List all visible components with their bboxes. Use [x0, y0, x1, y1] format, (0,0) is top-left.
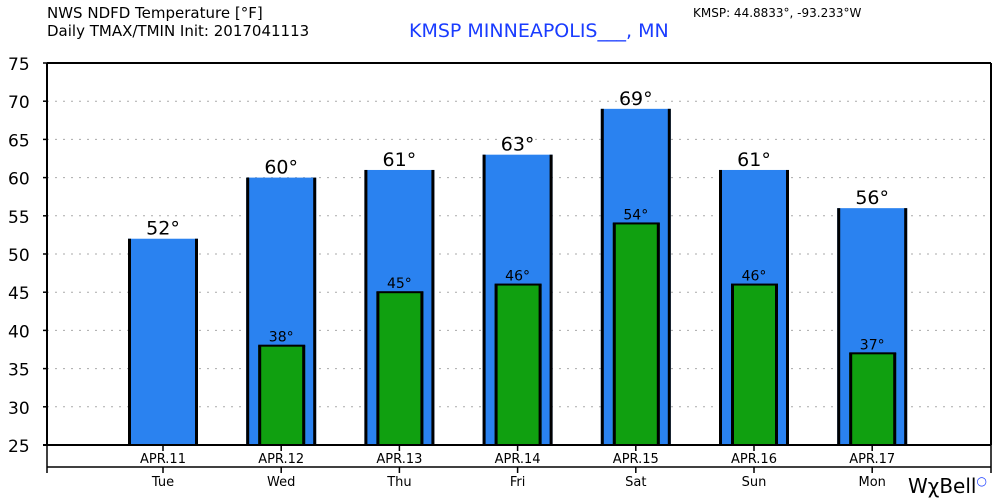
tmax-bar-edge [837, 208, 841, 445]
y-tick-label: 65 [8, 131, 30, 151]
tmax-bar-edge [364, 169, 368, 445]
wxbell-logo: WχBell○ [908, 474, 987, 498]
x-day-label: Sat [625, 475, 646, 490]
tmin-bar-edge [258, 345, 262, 445]
tmax-bar-edge [246, 177, 250, 445]
tmax-label: 63° [501, 134, 535, 156]
tmax-bar-edge [667, 108, 671, 445]
x-date-label: APR.17 [849, 452, 895, 467]
tmin-bar-top [376, 291, 424, 294]
tmin-bar [258, 345, 306, 445]
tmax-bar-edge [600, 108, 604, 445]
tmin-label: 37° [860, 337, 885, 353]
y-tick-label: 40 [8, 322, 30, 342]
x-day-label: Mon [858, 475, 885, 490]
x-date-label: APR.13 [376, 452, 422, 467]
station-name: KMSP MINNEAPOLIS___, MN [409, 20, 669, 42]
y-tick-label: 45 [8, 284, 30, 304]
tmax-bar-edge [313, 177, 317, 445]
x-date-label: APR.12 [258, 452, 304, 467]
tmin-bar [376, 292, 424, 445]
tmin-bar-top [849, 352, 897, 355]
tmax-label: 60° [264, 157, 298, 179]
tmin-bar [849, 353, 897, 445]
x-date-label: APR.11 [140, 452, 186, 467]
tmax-bar-edge [195, 238, 198, 445]
x-day-label: Tue [151, 475, 174, 490]
y-tick-label: 30 [8, 399, 30, 419]
tmin-bar [494, 284, 542, 445]
tmin-bar-top [258, 344, 306, 347]
tmin-label: 45° [387, 276, 412, 292]
tmax-label: 61° [383, 149, 417, 171]
y-tick-label: 75 [8, 55, 30, 75]
tmin-bar-edge [656, 223, 660, 445]
tmin-bar [612, 223, 660, 445]
y-tick-label: 55 [8, 208, 30, 228]
x-day-label: Sun [742, 475, 767, 490]
y-tick-label: 50 [8, 246, 30, 266]
tmin-bar-edge [775, 284, 778, 445]
tmin-bar-edge [302, 345, 306, 445]
x-day-label: Wed [267, 475, 295, 490]
tmin-bar-top [494, 283, 542, 286]
tmin-bar-edge [494, 284, 498, 445]
tmin-bar-edge [420, 292, 424, 445]
station-coords: KMSP: 44.8833°, -93.233°W [693, 6, 862, 20]
tmax-bar-edge [904, 208, 908, 445]
tmax-bar [128, 238, 198, 445]
tmin-bar-edge [538, 284, 542, 445]
y-tick-label: 35 [8, 361, 30, 381]
y-tick-label: 70 [8, 93, 30, 113]
tmin-bar-edge [893, 353, 897, 445]
tmax-label: 61° [737, 149, 771, 171]
y-tick-label: 25 [8, 437, 30, 457]
chart-title-line2: Daily TMAX/TMIN Init: 2017041113 [47, 22, 310, 40]
logo-dot-icon: ○ [976, 474, 987, 488]
tmin-bar-edge [376, 292, 380, 445]
x-date-label: APR.14 [495, 452, 541, 467]
tmin-bar [731, 284, 778, 445]
tmin-label: 46° [742, 269, 767, 285]
tmax-label: 52° [146, 218, 180, 240]
x-date-label: APR.16 [731, 452, 777, 467]
tmax-bar-edge [786, 169, 789, 445]
y-tick-label: 60 [8, 170, 30, 190]
tmax-bar-edge [431, 169, 435, 445]
logo-text: WχBell [908, 474, 977, 498]
tmax-bar-edge [549, 154, 553, 445]
x-day-label: Thu [386, 475, 411, 490]
x-day-label: Fri [510, 475, 526, 490]
tmin-label: 46° [505, 269, 530, 285]
tmin-bar-top [731, 283, 778, 286]
tmax-bar-edge [719, 169, 722, 445]
tmin-bar-edge [731, 284, 734, 445]
tmin-bar-top [612, 222, 660, 225]
chart-title-line1: NWS NDFD Temperature [°F] [47, 4, 263, 22]
tmin-bar-edge [612, 223, 616, 445]
tmax-bar-edge [482, 154, 486, 445]
tmax-label: 69° [619, 88, 653, 110]
tmax-bar-edge [128, 238, 131, 445]
tmin-label: 38° [269, 330, 294, 346]
tmin-bar-edge [849, 353, 853, 445]
tmax-label: 56° [855, 187, 889, 209]
tmin-label: 54° [623, 207, 648, 223]
x-date-label: APR.15 [613, 452, 659, 467]
